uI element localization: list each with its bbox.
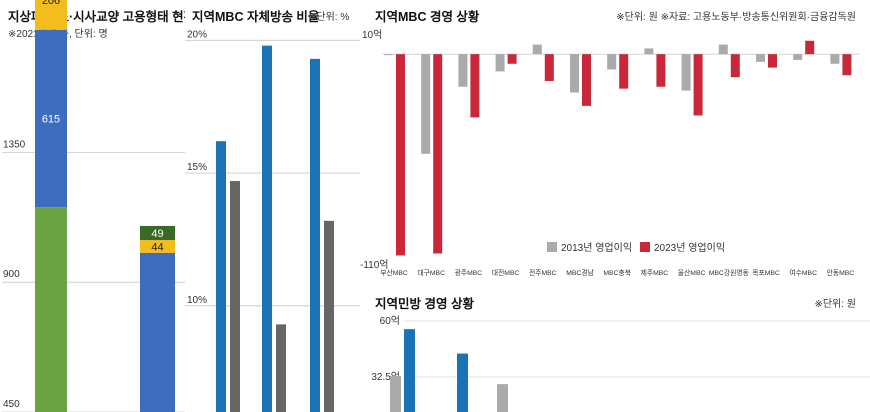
panel2-title: 지역MBC 자체방송 비율 <box>192 10 320 24</box>
panel3-title: 지역MBC 경영 상황 <box>375 10 480 24</box>
category-label: 부산MBC <box>380 268 408 277</box>
bar <box>421 54 431 154</box>
y-tick-label: 450 <box>3 399 20 410</box>
bar <box>756 54 765 62</box>
bar <box>619 54 629 89</box>
y-tick-label: 10억 <box>362 29 382 41</box>
bar <box>396 54 405 256</box>
bar-segment <box>35 29 67 208</box>
bar <box>582 54 591 106</box>
bar <box>458 54 468 87</box>
bar-segment <box>140 225 175 241</box>
category-label: 제주MBC <box>641 269 669 277</box>
bar <box>230 181 240 412</box>
category-label: 울산MBC <box>678 268 706 277</box>
category-label: 광주MBC <box>455 269 483 277</box>
bar <box>830 54 840 64</box>
employment-chart: 45090013506152061404449 <box>2 0 185 412</box>
bar-segment <box>140 240 175 253</box>
bar <box>693 54 703 116</box>
panel-employment: 지상파 보도·시사교양 고용형태 현황 ※2021년 기준, 단위: 명 450… <box>0 0 185 412</box>
bar <box>532 44 542 55</box>
bar <box>384 54 393 56</box>
bar <box>324 220 334 412</box>
bar <box>507 54 517 64</box>
y-tick-label: -110억 <box>360 259 388 271</box>
bar-segment <box>35 0 67 30</box>
bar <box>433 54 443 254</box>
bar <box>607 54 617 70</box>
legend-label: 2023년 영업이익 <box>654 241 725 254</box>
y-tick-label: 10% <box>187 295 207 306</box>
panel4-title: 지역민방 경영 상황 <box>375 297 474 311</box>
bar <box>497 384 508 412</box>
bar <box>457 353 468 412</box>
bar <box>730 54 740 78</box>
bar <box>768 54 777 68</box>
panel-private-management: 지역민방 경영 상황 ※단위: 원 32.5억 60억 <box>360 290 870 412</box>
y-tick-label: 20% <box>187 29 207 40</box>
self-broadcast-chart: 10% 15% 20% <box>185 29 360 412</box>
bar <box>495 54 505 72</box>
bar <box>681 54 691 91</box>
legend-swatch <box>547 242 557 252</box>
bar <box>276 324 286 412</box>
bar <box>390 375 401 412</box>
bar <box>793 54 803 60</box>
bar <box>262 45 272 412</box>
y-tick-label: 15% <box>187 162 207 173</box>
category-label: 대전MBC <box>492 268 520 277</box>
category-label: MBC경남 <box>566 268 594 277</box>
bar <box>544 54 554 81</box>
data-label: 44 <box>151 241 163 253</box>
y-tick-label: 1350 <box>3 139 26 150</box>
data-label: 49 <box>151 228 163 240</box>
panel2-unit: ※단위: % <box>308 12 350 23</box>
data-label: 615 <box>42 113 60 125</box>
legend-label: 2013년 영업이익 <box>561 241 632 254</box>
category-label: 대구MBC <box>417 269 445 277</box>
bar <box>644 48 654 55</box>
bar <box>656 54 666 87</box>
bar <box>718 44 728 55</box>
panel3-source: ※단위: 원 ※자료: 고용노동부·방송통신위원회·금융감독원 <box>616 12 856 23</box>
bar <box>470 54 480 118</box>
panel-self-broadcast: 지역MBC 자체방송 비율 ※단위: % 10% 15% 20% <box>185 0 360 412</box>
bar-segment <box>35 207 67 412</box>
panel-mbc-management: 지역MBC 경영 상황 ※단위: 원 ※자료: 고용노동부·방송통신위원회·금융… <box>360 0 870 290</box>
bar <box>570 54 579 93</box>
data-label: 206 <box>42 0 60 7</box>
category-label: MBC충북 <box>603 268 631 277</box>
bar <box>805 40 815 55</box>
bar <box>216 141 226 412</box>
category-label: 안동MBC <box>827 268 855 277</box>
legend-swatch <box>640 242 650 252</box>
bar-segment <box>140 252 175 412</box>
category-label: 여수MBC <box>789 268 817 277</box>
category-label: MBC강원영동 <box>709 268 749 277</box>
category-label: 전주MBC <box>529 268 557 277</box>
category-label: 목포MBC <box>752 269 780 277</box>
bar <box>842 54 852 76</box>
panel4-unit: ※단위: 원 <box>814 299 856 310</box>
y-tick-label: 900 <box>3 269 20 280</box>
y-tick-label: 60억 <box>380 315 400 327</box>
bar <box>310 58 320 412</box>
bar <box>404 329 415 412</box>
